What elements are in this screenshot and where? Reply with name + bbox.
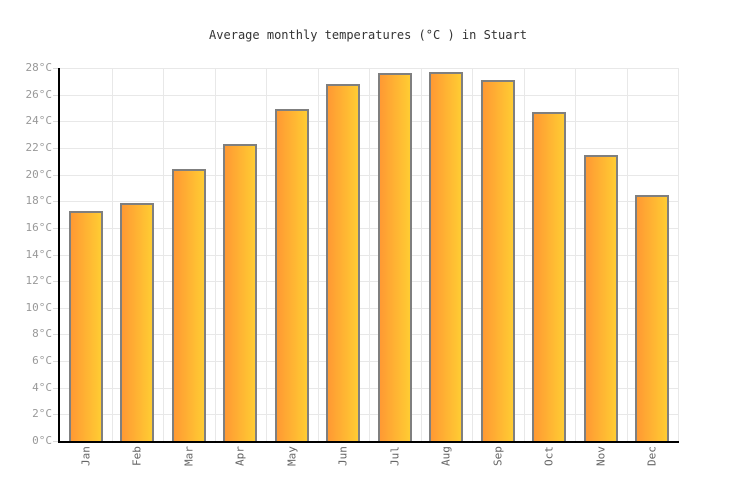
y-axis-tick (53, 68, 58, 69)
x-axis-label-aug: Aug (439, 446, 453, 466)
y-axis-tick (53, 201, 58, 203)
y-axis-tick (53, 174, 58, 176)
y-axis-label: 8°C (32, 327, 52, 341)
vertical-gridline (111, 68, 113, 441)
y-axis-label: 22°C (25, 140, 53, 154)
x-axis-line (58, 441, 679, 443)
bar-dec[interactable] (635, 194, 670, 441)
vertical-gridline (317, 68, 319, 441)
y-axis-label: 2°C (32, 407, 52, 421)
bar-apr[interactable] (223, 143, 258, 441)
bar-sep[interactable] (480, 79, 515, 441)
bar-nov[interactable] (583, 154, 618, 441)
x-axis-label-dec: Dec (645, 446, 659, 466)
y-axis-tick (53, 121, 58, 123)
bar-feb[interactable] (120, 202, 155, 441)
bar-may[interactable] (274, 109, 309, 441)
bar-jun[interactable] (326, 83, 361, 441)
vertical-gridline (472, 68, 473, 441)
vertical-gridline (626, 68, 628, 441)
y-axis-label: 0°C (32, 434, 52, 447)
x-axis-label-sep: Sep (491, 446, 505, 466)
x-axis-label-nov: Nov (594, 446, 608, 466)
y-axis-label: 10°C (25, 300, 53, 314)
vertical-gridline (369, 68, 370, 441)
y-axis-label: 20°C (25, 167, 53, 181)
x-axis-label-may: May (285, 446, 299, 466)
y-axis-tick (53, 387, 58, 389)
bar-jan[interactable] (68, 210, 103, 441)
y-axis-tick (53, 254, 58, 256)
bar-jul[interactable] (377, 73, 412, 441)
x-axis-label-jun: Jun (336, 446, 350, 466)
bar-oct[interactable] (532, 111, 567, 441)
y-axis-tick (53, 281, 58, 283)
vertical-gridline (523, 68, 525, 441)
x-axis-label-jul: Jul (388, 446, 402, 466)
y-axis-label: 14°C (25, 247, 53, 261)
y-axis-label: 18°C (25, 194, 53, 208)
y-axis-label: 24°C (25, 114, 53, 128)
y-axis-label: 28°C (25, 61, 53, 74)
y-axis-tick (53, 307, 58, 309)
vertical-gridline (420, 68, 422, 441)
y-axis-line (58, 68, 60, 443)
y-axis-tick (53, 441, 58, 442)
chart-title: Average monthly temperatures (°C ) in St… (209, 28, 527, 42)
y-axis-tick (53, 94, 58, 96)
x-axis-label-mar: Mar (182, 446, 196, 466)
vertical-gridline (214, 68, 216, 441)
y-axis-label: 6°C (32, 354, 52, 368)
y-axis-tick (53, 361, 58, 363)
bar-aug[interactable] (429, 71, 464, 441)
x-axis-label-jan: Jan (79, 446, 93, 466)
y-axis-label: 4°C (32, 380, 52, 394)
y-axis-tick (53, 147, 58, 149)
x-axis-label-apr: Apr (233, 446, 247, 466)
vertical-gridline (163, 68, 164, 441)
y-axis-label: 12°C (25, 274, 53, 288)
vertical-gridline (266, 68, 267, 441)
vertical-gridline (575, 68, 576, 441)
y-axis-tick (53, 334, 58, 336)
x-axis-label-oct: Oct (542, 446, 556, 466)
y-axis-tick (53, 227, 58, 229)
y-axis-label: 26°C (25, 87, 53, 101)
y-axis-tick (53, 414, 58, 416)
y-axis-label: 16°C (25, 220, 53, 234)
x-axis-label-feb: Feb (130, 446, 144, 466)
vertical-gridline (678, 68, 679, 441)
bar-mar[interactable] (171, 169, 206, 441)
